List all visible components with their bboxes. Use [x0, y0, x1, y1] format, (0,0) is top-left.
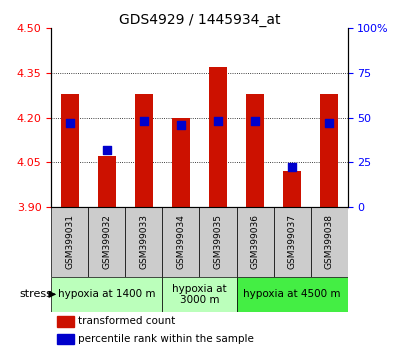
- Point: [67, 120, 73, 126]
- Text: transformed count: transformed count: [78, 316, 175, 326]
- Bar: [274, 207, 310, 277]
- Text: percentile rank within the sample: percentile rank within the sample: [78, 334, 254, 344]
- Bar: [320, 94, 339, 207]
- Text: GSM399033: GSM399033: [139, 214, 149, 269]
- Text: hypoxia at
3000 m: hypoxia at 3000 m: [172, 284, 227, 305]
- Point: [326, 120, 332, 126]
- Bar: [57, 333, 73, 344]
- Text: GSM399032: GSM399032: [102, 214, 111, 269]
- Bar: [135, 94, 153, 207]
- Bar: [162, 277, 237, 312]
- Point: [178, 122, 184, 127]
- Point: [289, 165, 295, 170]
- Bar: [88, 207, 126, 277]
- Text: hypoxia at 4500 m: hypoxia at 4500 m: [243, 289, 341, 299]
- Bar: [126, 207, 162, 277]
- Bar: [162, 207, 199, 277]
- Bar: [237, 207, 274, 277]
- Text: GSM399034: GSM399034: [177, 214, 186, 269]
- Bar: [199, 207, 237, 277]
- Text: GSM399037: GSM399037: [288, 214, 297, 269]
- Text: hypoxia at 1400 m: hypoxia at 1400 m: [58, 289, 156, 299]
- Title: GDS4929 / 1445934_at: GDS4929 / 1445934_at: [119, 13, 280, 27]
- Bar: [57, 316, 73, 327]
- Bar: [237, 277, 348, 312]
- Text: GSM399035: GSM399035: [213, 214, 222, 269]
- Bar: [283, 171, 301, 207]
- Point: [215, 118, 221, 124]
- Bar: [51, 207, 88, 277]
- Bar: [98, 156, 116, 207]
- Bar: [310, 207, 348, 277]
- Text: stress: stress: [19, 289, 52, 299]
- Point: [252, 118, 258, 124]
- Bar: [60, 94, 79, 207]
- Bar: [172, 118, 190, 207]
- Point: [141, 118, 147, 124]
- Text: GSM399031: GSM399031: [65, 214, 74, 269]
- Bar: [246, 94, 264, 207]
- Text: GSM399038: GSM399038: [325, 214, 334, 269]
- Point: [104, 147, 110, 153]
- Text: GSM399036: GSM399036: [250, 214, 260, 269]
- Bar: [209, 67, 227, 207]
- Bar: [51, 277, 162, 312]
